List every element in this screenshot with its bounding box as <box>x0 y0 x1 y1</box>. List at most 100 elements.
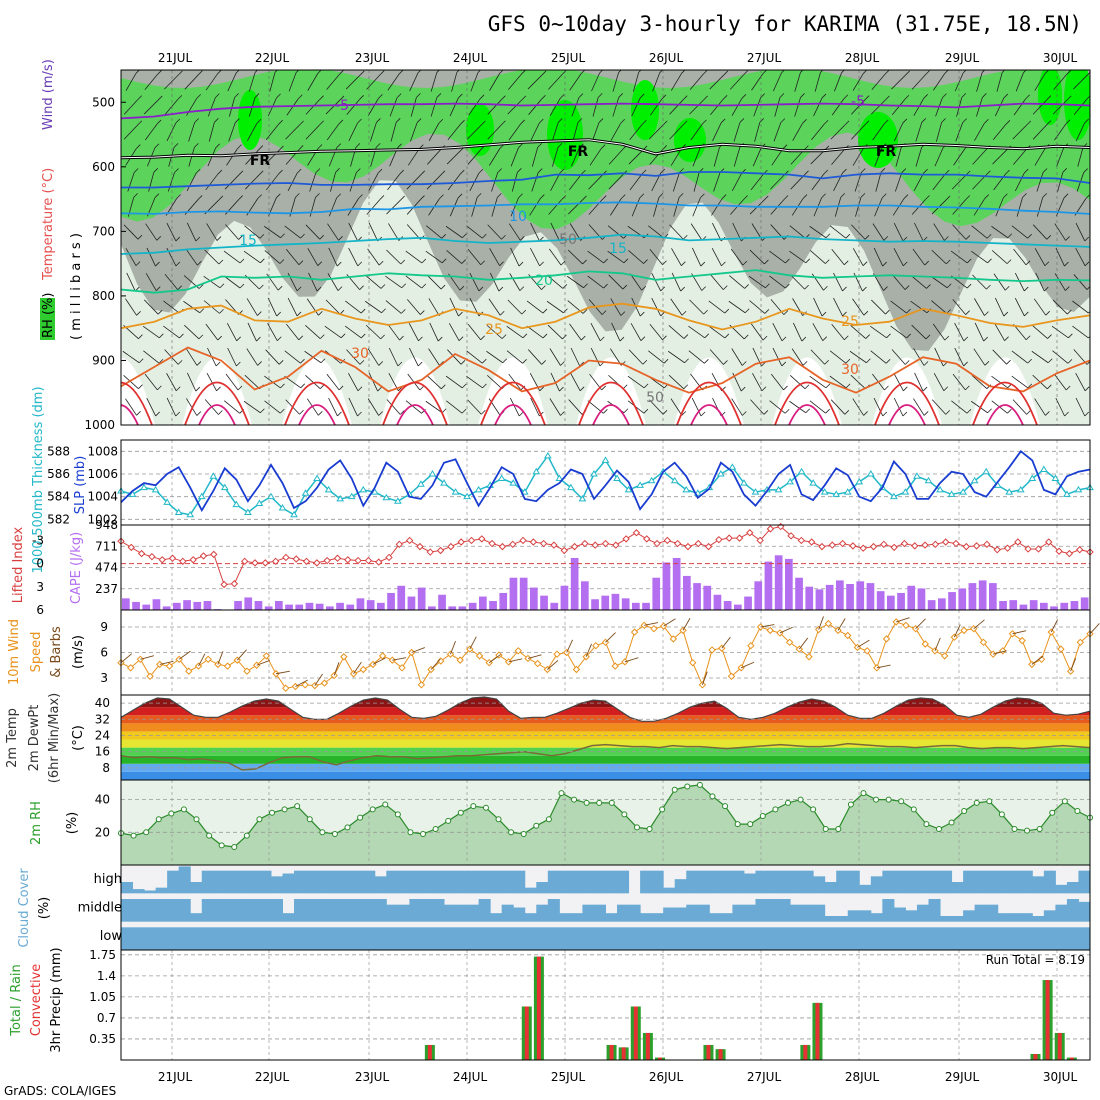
cloud-low-cell <box>593 927 606 950</box>
rh2m-point <box>835 826 842 833</box>
wind-barb-flag <box>319 95 324 100</box>
cloud-middle-cell <box>213 899 226 922</box>
wind-barb-flag <box>785 283 790 289</box>
wind-barb <box>630 323 642 341</box>
wind-barb <box>123 124 139 140</box>
rh2m-point <box>243 832 250 839</box>
cloud-middle-cell <box>570 913 583 922</box>
wind-barb-flag <box>501 120 506 126</box>
cape-bar <box>938 598 946 610</box>
wind-barb-flag <box>1067 309 1072 315</box>
cloud-high-cell <box>259 870 272 894</box>
wind-barb-flag <box>801 336 807 342</box>
wind-barb <box>1032 224 1048 240</box>
cloud-high-cell <box>305 870 318 894</box>
date-label-bottom: 22JUL <box>255 1070 290 1084</box>
wind-barb <box>348 122 358 142</box>
wind-speed-point <box>126 664 135 672</box>
wind-barb-flag <box>421 258 427 264</box>
wind-barb-flag <box>316 286 322 292</box>
wind-barb <box>388 223 400 241</box>
cape-bar <box>999 601 1007 610</box>
wind-barb-flag <box>236 336 241 342</box>
thickness-point <box>244 508 252 516</box>
li-point <box>869 542 878 551</box>
wind-barb <box>122 350 140 364</box>
wind-barb-flag <box>966 258 972 264</box>
rh2m-point <box>973 799 980 806</box>
cloud-low-cell <box>420 927 433 950</box>
wind-barb-10m <box>430 658 441 670</box>
thickness-point <box>451 488 460 495</box>
wind-barb <box>409 72 419 92</box>
wind-speed-point <box>1057 645 1065 653</box>
wind-barb-flag <box>501 234 506 240</box>
rh2m-point <box>545 816 552 823</box>
wind-barb-flag <box>539 261 544 267</box>
wind-barb <box>244 374 260 390</box>
wind-barb-flag <box>783 385 788 391</box>
wind-barb-flag <box>741 361 747 366</box>
precip-convective-bar <box>706 1044 711 1060</box>
cloud-low-cell <box>1009 927 1022 950</box>
wind-barb <box>731 398 743 416</box>
wind-barb-10m <box>372 657 386 665</box>
rh2m-point <box>873 796 880 803</box>
wind-barb-flag <box>296 311 302 317</box>
wind-barb <box>910 300 928 314</box>
cloud-middle-cell <box>121 899 134 922</box>
wind-speed-point <box>185 667 193 675</box>
li-point <box>890 543 898 552</box>
wind-barb <box>871 99 886 115</box>
wind-barb <box>430 97 438 117</box>
rh2m-point <box>168 810 175 817</box>
wind-barb <box>713 147 720 167</box>
li-point <box>539 539 548 548</box>
wind-barb-flag <box>215 93 220 98</box>
contour-label: -5 <box>851 94 865 110</box>
wind-barb-flag <box>336 261 342 267</box>
wind-barb <box>426 374 442 390</box>
precip-axis-label: 3hr Precip (mm) <box>49 947 64 1052</box>
cloud-middle-cell <box>374 899 387 922</box>
wind-barb-flag <box>276 311 281 317</box>
wind-speed-point <box>979 638 988 647</box>
wind-barb <box>829 350 847 364</box>
wind-barb-flag <box>1064 411 1069 417</box>
cloud-middle-cell <box>305 899 318 922</box>
wind-barb-flag <box>461 408 467 414</box>
wind-barb-flag <box>924 260 929 266</box>
cloud-low-cell <box>270 927 283 950</box>
rh2m-point <box>910 806 917 813</box>
contour-label: 15 <box>239 233 257 249</box>
wind-barb-flag <box>299 120 304 126</box>
wind-barb-flag <box>557 118 563 123</box>
wind-barb-flag <box>601 385 606 391</box>
wind-barb <box>166 122 177 142</box>
cloud-low-cell <box>478 927 491 950</box>
wind-barb <box>951 174 967 190</box>
wind-barb-flag <box>962 118 967 123</box>
wind-barb <box>506 325 524 339</box>
cloud-high-cell <box>801 870 814 894</box>
cloud-middle-cell <box>974 904 987 922</box>
wind-barb-flag <box>966 408 972 414</box>
thickness-point <box>290 510 298 518</box>
wind-barb-flag <box>196 411 202 416</box>
wind-barb-flag <box>298 145 304 150</box>
wind-barb <box>389 97 398 117</box>
wind-barb-flag <box>482 233 487 239</box>
wind-barb-flag <box>336 143 342 149</box>
wind-barb-flag <box>218 410 223 415</box>
wind-barb <box>1013 149 1027 165</box>
wind-barb-flag <box>1063 193 1069 199</box>
wind-barb <box>711 247 722 267</box>
wind-barb-flag <box>824 359 829 365</box>
wind-barb-flag <box>842 168 847 174</box>
wind-barb-flag <box>457 193 463 199</box>
wind-barb <box>769 400 786 414</box>
li-point <box>127 543 136 552</box>
wind-barb <box>125 73 137 91</box>
cloud-middle-cell <box>282 913 295 922</box>
cloud-middle-cell <box>167 899 180 922</box>
